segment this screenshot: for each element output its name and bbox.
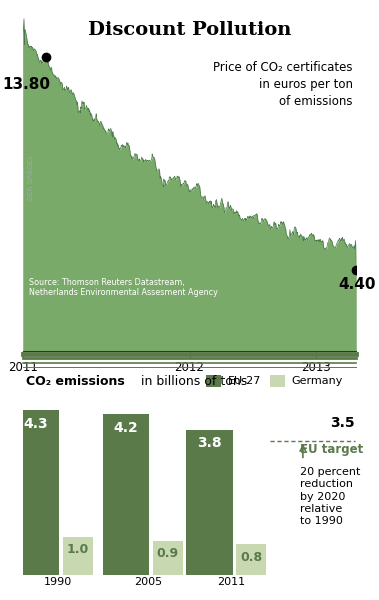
Text: 0.8: 0.8 <box>240 551 262 564</box>
Text: Price of CO₂ certificates
in euros per ton
of emissions: Price of CO₂ certificates in euros per t… <box>213 61 353 109</box>
Text: 20 percent
reduction
by 2020
relative
to 1990: 20 percent reduction by 2020 relative to… <box>299 467 360 526</box>
Text: 4.2: 4.2 <box>114 421 138 434</box>
Text: in billions of tons: in billions of tons <box>141 375 247 388</box>
Text: 1990: 1990 <box>44 577 72 587</box>
Text: EU-27: EU-27 <box>228 376 261 386</box>
Text: 2011: 2011 <box>217 577 245 587</box>
Text: 3.8: 3.8 <box>197 436 222 450</box>
Text: 4.3: 4.3 <box>24 417 49 431</box>
Text: 2005: 2005 <box>134 577 162 587</box>
Text: 1.0: 1.0 <box>67 543 89 556</box>
Bar <box>103 414 149 575</box>
Text: 13.80: 13.80 <box>3 77 51 92</box>
Text: 3.5: 3.5 <box>330 416 355 430</box>
Text: EU target: EU target <box>299 443 363 456</box>
Bar <box>186 430 233 575</box>
Bar <box>13 410 60 575</box>
Bar <box>206 375 221 387</box>
Bar <box>63 537 93 575</box>
Text: Discount Pollution: Discount Pollution <box>88 22 291 40</box>
Text: DER SPIEGEL: DER SPIEGEL <box>28 155 34 200</box>
Text: 4.40: 4.40 <box>339 277 376 292</box>
Bar <box>236 544 266 575</box>
Bar <box>153 541 183 575</box>
Text: CO₂ emissions: CO₂ emissions <box>26 375 125 388</box>
Text: Source: Thomson Reuters Datastream,
Netherlands Environmental Assesment Agency: Source: Thomson Reuters Datastream, Neth… <box>30 278 218 297</box>
Text: 0.9: 0.9 <box>157 547 179 560</box>
Bar <box>269 375 285 387</box>
Text: Germany: Germany <box>291 376 343 386</box>
